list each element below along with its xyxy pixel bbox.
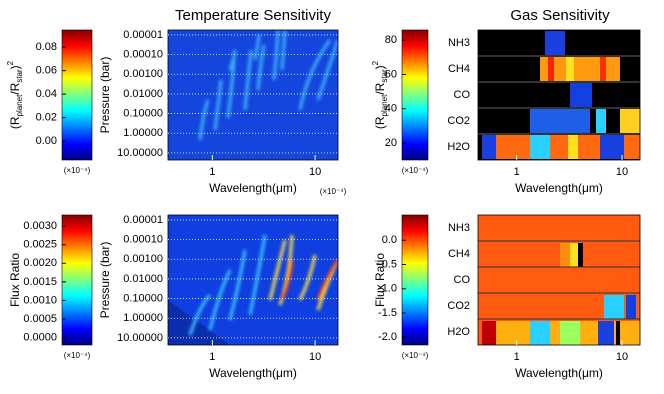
plot-frame [477, 214, 641, 346]
colorbar-tick-label: 0.0005 [23, 313, 57, 325]
y-axis-label: Pressure (bar) [98, 242, 112, 319]
colorbar-tick-label: 40 [385, 103, 397, 115]
colorbar-tick-label: 0.04 [36, 88, 57, 100]
colorbar-label-part: ) [8, 65, 22, 69]
y-tick-label: 0.00010 [123, 49, 163, 61]
y-tick-label: 0.01000 [123, 88, 163, 100]
colorbar [61, 214, 93, 346]
heatmap-image [478, 215, 640, 345]
row-label: NH3 [448, 222, 470, 234]
row-label: NH3 [448, 37, 470, 49]
colorbar-tick-label: 0.0010 [23, 294, 57, 306]
x-tick-label: 10 [309, 166, 321, 178]
colorbar-tick-label: 0.0025 [23, 239, 57, 251]
colorbar-tick-label: -1.5 [378, 307, 397, 319]
colorbar-tick-label: 0.0000 [23, 331, 57, 343]
y-tick-label: 10.00000 [117, 332, 163, 344]
colorbar-tick-label: -1.0 [378, 283, 397, 295]
x-tick-label: 10 [616, 351, 628, 363]
x-axis-label: Wavelength(μm) [515, 181, 603, 195]
y-tick-label: 0.00010 [123, 234, 163, 246]
colorbar-tick-label: 0.0 [382, 234, 397, 246]
colorbar [401, 29, 429, 161]
colorbar-tick-label: 20 [385, 137, 397, 149]
row-label: CO [454, 274, 471, 286]
x-axis-label: Wavelength(μm) [209, 366, 297, 380]
colorbar-label: (Rplanet/Rstar)2 [6, 60, 24, 129]
x-tick-label: 1 [514, 166, 520, 178]
colorbar-label-part: (R [373, 116, 387, 129]
colorbar-label: Flux Ratio [373, 253, 387, 307]
colorbar-tick-label: 0.08 [36, 41, 57, 53]
chart-title: Temperature Sensitivity [175, 7, 331, 24]
row-label: H2O [447, 141, 470, 153]
x-tick-label: 1 [209, 166, 215, 178]
row-label: CO2 [447, 115, 470, 127]
colorbar-label-part: planet [15, 94, 24, 117]
colorbar-tick-label: 0.02 [36, 112, 57, 124]
colorbar-tick-label: 80 [385, 34, 397, 46]
colorbar-note: (×10⁻⁴) [402, 351, 429, 360]
heatmap-image [168, 30, 338, 160]
colorbar-note: (×10⁻⁴) [402, 166, 429, 175]
colorbar-label-part: /R [8, 82, 22, 94]
colorbar-tick-label: 0.0030 [23, 220, 57, 232]
colorbar-tick-label: -2.0 [378, 331, 397, 343]
x-axis-label: Wavelength(μm) [209, 181, 297, 195]
y-tick-label: 0.00100 [123, 253, 163, 265]
y-tick-label: 0.00100 [123, 68, 163, 80]
colorbar-note: (×10⁻⁴) [64, 351, 91, 360]
colorbar-label-part: (R [8, 116, 22, 129]
colorbar-label-part: ) [373, 65, 387, 69]
x-note: (×10⁻⁴) [320, 187, 347, 196]
colorbar-label: (Rplanet/Rstar)2 [371, 60, 389, 129]
colorbar-label-part: 2 [371, 60, 380, 65]
colorbar-tick-label: 60 [385, 68, 397, 80]
row-label: H2O [447, 326, 470, 338]
row-label: CO2 [447, 300, 470, 312]
colorbar [61, 29, 93, 161]
colorbar-label-part: /R [373, 82, 387, 94]
colorbar-label-part: star [380, 69, 389, 83]
y-tick-label: 1.00000 [123, 127, 163, 139]
x-tick-label: 1 [514, 351, 520, 363]
plot-frame [477, 29, 641, 161]
y-tick-label: 0.01000 [123, 273, 163, 285]
chart-title: Gas Sensitivity [510, 7, 610, 24]
colorbar [401, 214, 429, 346]
colorbar-tick-label: -0.5 [378, 258, 397, 270]
colorbar-label: Flux Ratio [8, 253, 22, 307]
x-tick-label: 10 [616, 166, 628, 178]
plot-frame [167, 29, 339, 161]
row-label: CH4 [448, 248, 470, 260]
y-tick-label: 0.00001 [123, 29, 163, 41]
y-axis-label: Pressure (bar) [98, 57, 112, 134]
colorbar-tick-label: 0.00 [36, 135, 57, 147]
y-tick-label: 10.00000 [117, 147, 163, 159]
heatmap-image [168, 215, 338, 345]
colorbar-label-part: 2 [6, 60, 15, 65]
colorbar-tick-label: 0.0015 [23, 276, 57, 288]
x-tick-label: 10 [309, 351, 321, 363]
row-label: CO [454, 89, 471, 101]
colorbar-label-part: star [15, 69, 24, 83]
x-axis-label: Wavelength(μm) [515, 366, 603, 380]
colorbar-tick-label: 0.0020 [23, 257, 57, 269]
y-tick-label: 0.00001 [123, 214, 163, 226]
y-tick-label: 0.10000 [123, 107, 163, 119]
heatmap-image [478, 30, 640, 160]
colorbar-tick-label: 0.06 [36, 64, 57, 76]
x-tick-label: 1 [209, 351, 215, 363]
y-tick-label: 0.10000 [123, 292, 163, 304]
colorbar-label-part: planet [380, 94, 389, 117]
row-label: CH4 [448, 63, 470, 75]
colorbar-note: (×10⁻⁴) [64, 166, 91, 175]
plot-frame [167, 214, 339, 346]
y-tick-label: 1.00000 [123, 312, 163, 324]
